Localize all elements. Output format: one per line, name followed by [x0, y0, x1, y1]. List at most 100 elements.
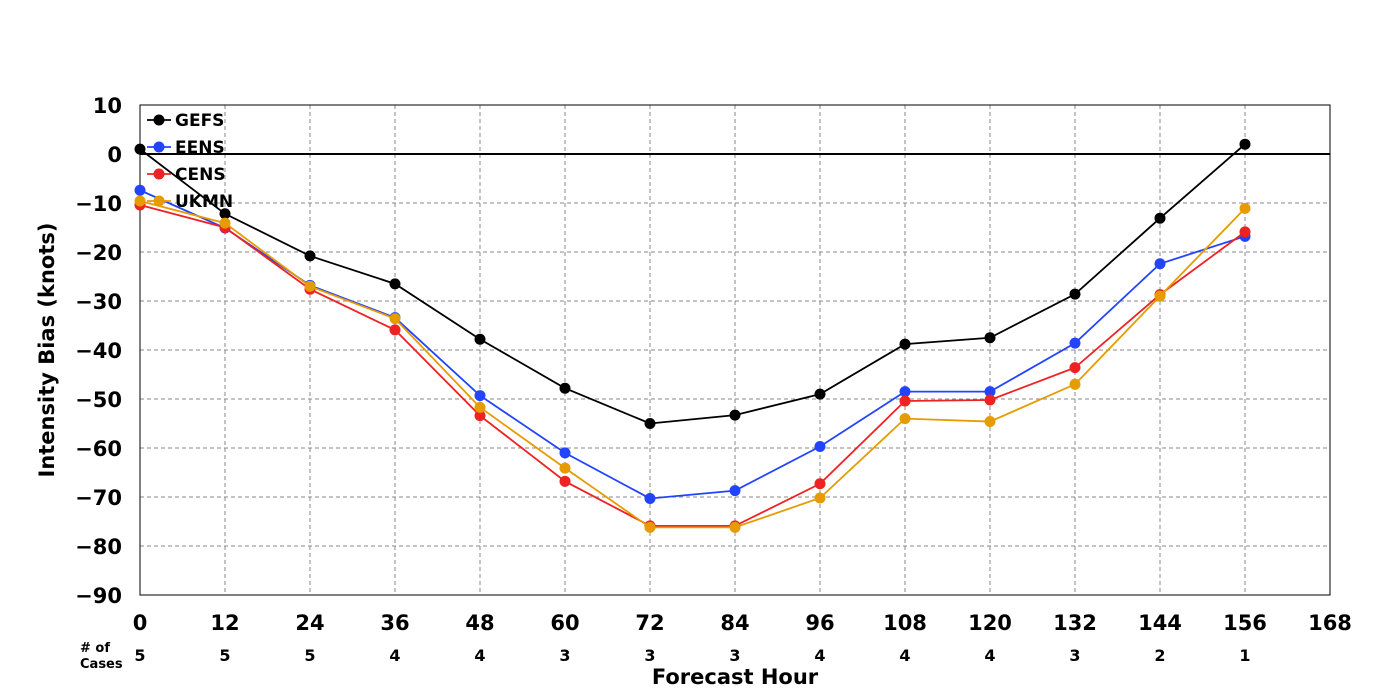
x-tick-label: 84 — [720, 611, 749, 635]
legend-label-gefs: GEFS — [175, 111, 224, 131]
legend: GEFS EENS CENS UKMN — [147, 111, 233, 212]
case-count: 5 — [219, 646, 230, 665]
y-tick-label: −80 — [75, 535, 122, 559]
data-point-eens — [134, 184, 146, 196]
data-point-eens — [1154, 258, 1166, 270]
case-count: 4 — [899, 646, 910, 665]
data-point-eens — [814, 441, 826, 453]
data-point-eens — [1069, 337, 1081, 349]
y-tick-label: −50 — [75, 388, 122, 412]
data-point-cens — [984, 394, 996, 406]
data-point-gefs — [474, 333, 486, 345]
legend-marker-gefs — [153, 114, 165, 126]
data-point-eens — [474, 390, 486, 402]
data-point-ukmn — [899, 413, 911, 425]
x-axis-title: Forecast Hour — [652, 665, 819, 689]
x-axis-tick-labels: 0 12 24 36 48 60 72 84 96 108 120 132 144 156 168 — [133, 611, 1352, 635]
y-tick-label: −40 — [75, 339, 122, 363]
data-point-ukmn — [1069, 378, 1081, 390]
data-point-gefs — [134, 143, 146, 155]
data-point-ukmn — [644, 521, 656, 533]
data-point-ukmn — [984, 416, 996, 428]
legend-label-ukmn: UKMN — [175, 192, 233, 212]
x-tick-label: 156 — [1223, 611, 1267, 635]
case-count: 4 — [984, 646, 995, 665]
y-axis-tick-labels: 10 0 −10 −20 −30 −40 −50 −60 −70 −80 −90 — [75, 94, 122, 608]
data-point-gefs — [899, 338, 911, 350]
case-count: 3 — [644, 646, 655, 665]
x-tick-label: 12 — [210, 611, 239, 635]
legend-label-eens: EENS — [175, 138, 225, 158]
data-point-gefs — [1154, 212, 1166, 224]
x-tick-label: 48 — [465, 611, 494, 635]
data-point-gefs — [814, 388, 826, 400]
data-point-gefs — [1069, 288, 1081, 300]
data-point-ukmn — [814, 492, 826, 504]
series-line-cens — [139, 204, 1246, 527]
x-tick-label: 24 — [295, 611, 324, 635]
x-tick-label: 120 — [968, 611, 1012, 635]
y-tick-label: 0 — [107, 143, 122, 167]
case-count: 4 — [389, 646, 400, 665]
y-tick-label: −90 — [75, 584, 122, 608]
data-point-ukmn — [1239, 202, 1251, 214]
data-point-eens — [559, 447, 571, 459]
case-count: 5 — [304, 646, 315, 665]
data-point-gefs — [559, 382, 571, 394]
x-tick-label: 108 — [883, 611, 927, 635]
x-tick-label: 132 — [1053, 611, 1097, 635]
case-count: 4 — [474, 646, 485, 665]
x-tick-label: 168 — [1308, 611, 1352, 635]
x-tick-label: 96 — [805, 611, 834, 635]
legend-marker-cens — [153, 168, 165, 180]
series-line-ukmn — [139, 200, 1246, 529]
y-axis-title: Intensity Bias (knots) — [35, 223, 59, 478]
data-point-gefs — [644, 418, 656, 429]
plot-area-frame — [139, 104, 1331, 596]
data-point-cens — [1239, 226, 1251, 238]
data-point-gefs — [219, 208, 231, 220]
data-point-gefs — [304, 250, 316, 262]
cases-label: Cases — [80, 657, 123, 672]
data-point-eens — [984, 386, 996, 398]
case-count: 5 — [134, 646, 145, 665]
data-point-cens — [899, 395, 911, 407]
data-point-gefs — [389, 278, 401, 290]
x-tick-label: 0 — [133, 611, 148, 635]
data-point-cens — [559, 475, 571, 487]
series-lines — [134, 138, 1251, 533]
legend-marker-eens — [153, 141, 165, 153]
data-point-gefs — [1239, 138, 1251, 150]
series-line-eens — [139, 189, 1246, 500]
data-point-ukmn — [389, 313, 401, 325]
data-point-cens — [389, 324, 401, 336]
data-point-ukmn — [219, 217, 231, 229]
case-count: 1 — [1239, 646, 1250, 665]
y-tick-label: −10 — [75, 192, 122, 216]
cases-label: # of — [80, 641, 110, 656]
y-tick-label: 10 — [93, 94, 122, 118]
x-tick-label: 60 — [550, 611, 579, 635]
case-count: 4 — [814, 646, 825, 665]
data-point-ukmn — [1154, 290, 1166, 302]
data-point-ukmn — [304, 280, 316, 292]
data-point-ukmn — [729, 521, 741, 533]
data-point-cens — [814, 478, 826, 490]
case-count: 3 — [1069, 646, 1080, 665]
legend-label-cens: CENS — [175, 165, 226, 185]
x-tick-label: 36 — [380, 611, 409, 635]
x-tick-label: 144 — [1138, 611, 1182, 635]
data-point-gefs — [984, 332, 996, 344]
data-point-gefs — [729, 409, 741, 421]
series-line-gefs — [139, 143, 1246, 425]
case-count: 3 — [729, 646, 740, 665]
grid-lines — [140, 105, 1330, 595]
data-point-cens — [474, 410, 486, 422]
x-tick-label: 72 — [635, 611, 664, 635]
y-tick-label: −30 — [75, 290, 122, 314]
y-tick-label: −60 — [75, 437, 122, 461]
y-tick-label: −20 — [75, 241, 122, 265]
data-point-ukmn — [134, 195, 146, 207]
